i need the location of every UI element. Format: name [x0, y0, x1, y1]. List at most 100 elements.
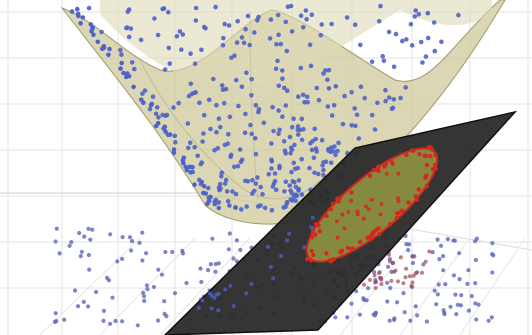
base-point [445, 237, 450, 242]
base-point [120, 256, 125, 261]
surface-point [140, 91, 145, 96]
surface-point [270, 184, 276, 189]
base-point [151, 284, 156, 290]
base-point [144, 251, 149, 256]
plane-point [271, 276, 276, 281]
surface-point [408, 21, 414, 27]
surface-point [283, 19, 289, 25]
surface-point [80, 15, 86, 20]
intersection-point [430, 147, 435, 152]
plane-point [231, 304, 236, 308]
base-point [454, 312, 459, 317]
surface-point [203, 191, 208, 196]
intersection-point [311, 252, 316, 258]
intersection-point [361, 216, 366, 221]
surface-point [245, 179, 251, 184]
surface-point [197, 100, 202, 106]
intersection-point [422, 153, 427, 158]
surface-point [232, 164, 237, 170]
surface-point [275, 12, 281, 18]
surface-point [192, 61, 198, 66]
surface-point [172, 133, 178, 139]
surface-point [171, 105, 176, 110]
base-point [231, 256, 236, 261]
surface-point [276, 108, 282, 113]
surface-point [333, 152, 338, 158]
surface-point [91, 32, 96, 38]
base-point [105, 275, 110, 280]
surface-point [107, 46, 112, 52]
projected-point [377, 275, 382, 280]
surface-point [256, 106, 262, 112]
surface-point [299, 157, 305, 162]
intersection-point [364, 204, 369, 209]
base-point [54, 226, 59, 231]
intersection-point [324, 251, 329, 256]
surface-point [288, 145, 294, 151]
surface-point [126, 34, 132, 40]
surface-point [199, 47, 204, 53]
base-point [451, 238, 456, 243]
surface-point [296, 178, 302, 183]
base-point [79, 249, 84, 254]
plane-point [212, 295, 217, 300]
base-point [137, 240, 142, 245]
base-point [473, 301, 478, 306]
surface-point [174, 34, 180, 39]
surface-point [369, 112, 375, 118]
intersection-point [328, 206, 334, 212]
surface-point [245, 13, 251, 19]
surface-point [298, 65, 304, 71]
intersection-point [413, 194, 418, 199]
surface-point [316, 171, 321, 177]
surface-point [193, 18, 199, 23]
surface-point [398, 95, 403, 101]
surface-point [269, 166, 274, 171]
base-point [469, 294, 474, 299]
base-point [466, 268, 471, 273]
base-point [436, 282, 441, 287]
intersection-point [309, 248, 314, 253]
surface-point [266, 171, 272, 177]
plane-point [265, 245, 270, 249]
base-point [385, 299, 390, 304]
surface-point [349, 90, 354, 95]
surface-point [409, 43, 415, 48]
surface-point [225, 198, 231, 204]
base-point [113, 318, 118, 324]
base-point [388, 285, 393, 291]
intersection-point [428, 153, 433, 159]
surface-point [262, 205, 268, 211]
intersection-point [394, 215, 400, 221]
intersection-point [424, 173, 429, 178]
base-point [198, 266, 203, 271]
surface-point [413, 8, 419, 13]
plane-point [228, 283, 233, 288]
surface-point [423, 54, 429, 59]
surface-point [249, 93, 254, 98]
surface-point [218, 124, 223, 130]
surface-point [192, 144, 197, 150]
surface-point [252, 136, 258, 141]
surface-point [244, 70, 249, 76]
surface-point [138, 37, 144, 43]
surface-point [293, 184, 299, 190]
surface-point [320, 163, 325, 168]
surface-point [328, 160, 334, 166]
intersection-point [334, 219, 339, 224]
surface-point [269, 159, 275, 164]
surface-point [391, 97, 397, 102]
intersection-point [317, 229, 322, 234]
surface-point [220, 43, 226, 48]
intersection-point [384, 171, 389, 176]
base-point [140, 258, 145, 263]
surface-point [298, 13, 304, 18]
base-point [366, 286, 371, 291]
base-point [101, 308, 106, 313]
surface-point [190, 164, 195, 170]
intersection-point [349, 246, 355, 252]
base-point [401, 291, 406, 296]
intersection-point [406, 200, 411, 205]
